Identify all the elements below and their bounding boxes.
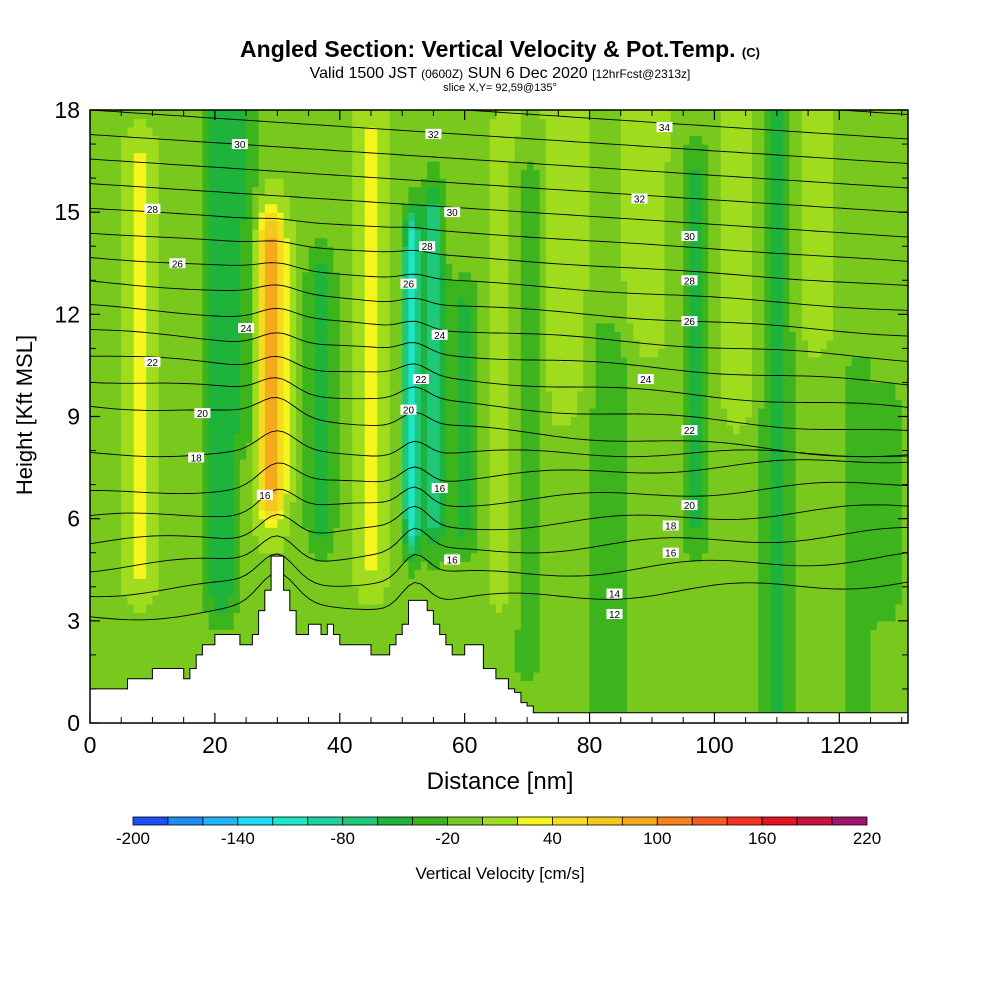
contour-label: 16 — [444, 554, 461, 567]
chart-subtitle: Valid 1500 JST (0600Z) SUN 6 Dec 2020 [1… — [0, 66, 1000, 82]
chart-title-text: Angled Section: Vertical Velocity & Pot.… — [240, 36, 736, 62]
slice-info: slice X,Y= 92,59@135° — [443, 82, 557, 94]
chart-title: Angled Section: Vertical Velocity & Pot.… — [0, 36, 1000, 66]
y-tick-label: 18 — [54, 97, 80, 123]
x-tick-label: 40 — [327, 732, 353, 758]
axes: 0 20 40 60 80 100 120 0 3 6 9 12 15 18 — [54, 97, 908, 758]
colorbar-swatch — [202, 816, 239, 826]
colorbar-tick-label: -140 — [221, 829, 255, 848]
contour-label: 24 — [637, 374, 654, 386]
colorbar-tick-label: 100 — [643, 829, 671, 848]
contour-label: 20 — [681, 500, 698, 512]
contour-label: 14 — [606, 588, 623, 601]
colorbar-swatch — [621, 816, 658, 826]
chart-title-block: Angled Section: Vertical Velocity & Pot.… — [0, 36, 1000, 94]
contour-label: 26 — [681, 316, 698, 328]
x-tick-label: 80 — [577, 732, 603, 758]
theta-contours — [90, 110, 908, 621]
contour-label: 20 — [194, 408, 211, 420]
contour-label: 22 — [144, 357, 161, 369]
contour-label: 28 — [681, 275, 698, 287]
contour-label: 34 — [656, 122, 673, 134]
valid-zulu: (0600Z) — [421, 67, 464, 81]
y-tick-label: 12 — [54, 301, 80, 327]
contour-label: 16 — [256, 489, 273, 502]
colorbar-swatch — [272, 816, 309, 826]
colorbar-swatch — [307, 816, 344, 826]
colorbar-label: Vertical Velocity [cm/s] — [415, 864, 585, 883]
contour-label: 32 — [425, 128, 442, 141]
contour-label: 26 — [169, 258, 186, 270]
contour-labels: 30 32 34 28 30 32 28 30 26 28 26 26 24 24 22 22 24 20 20 22… — [144, 122, 698, 621]
contour-label: 24 — [431, 329, 448, 342]
colorbar-swatch — [482, 816, 518, 826]
contour-label: 20 — [400, 404, 417, 417]
colorbar: -200 -140 -80 -20 40 100 160 220 — [116, 816, 881, 848]
valid-time: Valid 1500 JST — [309, 65, 417, 82]
colorbar-tick-label: 160 — [748, 829, 776, 848]
contour-label: 22 — [681, 425, 698, 437]
colorbar-swatch — [377, 816, 414, 826]
valid-date: SUN 6 Dec 2020 — [467, 65, 588, 82]
colorbar-swatch — [691, 816, 728, 826]
colorbar-tick-label: 220 — [853, 829, 881, 848]
contour-label: 28 — [419, 241, 436, 253]
colorbar-swatch — [656, 816, 693, 826]
contour-label: 26 — [400, 278, 417, 291]
x-tick-label: 100 — [695, 732, 733, 758]
colorbar-swatch — [237, 816, 274, 826]
contour-label: 28 — [144, 203, 161, 216]
x-tick-label: 120 — [820, 732, 858, 758]
x-tick-label: 20 — [202, 732, 228, 758]
x-tick-label: 60 — [452, 732, 478, 758]
colorbar-swatch — [412, 816, 448, 826]
y-axis-label: Height [Kft MSL] — [12, 334, 37, 496]
y-tick-label: 15 — [54, 199, 80, 225]
colorbar-swatch — [132, 816, 169, 826]
colorbar-swatch — [167, 816, 204, 826]
colorbar-swatch — [796, 816, 833, 826]
contour-label: 24 — [238, 322, 255, 335]
colorbar-swatch — [517, 816, 553, 826]
contour-label: 30 — [444, 207, 461, 219]
forecast-info: [12hrFcst@2313z] — [592, 67, 691, 81]
colorbar-tick-label: 40 — [543, 829, 562, 848]
terrain-profile — [90, 555, 908, 723]
colorbar-swatch — [447, 816, 483, 826]
contour-label: 32 — [631, 193, 648, 206]
x-tick-label: 0 — [84, 732, 97, 758]
terrain — [90, 555, 908, 723]
colorbar-tick-label: -20 — [435, 829, 460, 848]
x-axis-label: Distance [nm] — [426, 768, 574, 795]
colorbar-swatch — [342, 816, 379, 826]
y-tick-label: 0 — [67, 710, 80, 736]
y-tick-label: 3 — [67, 608, 80, 634]
colorbar-tick-label: -200 — [116, 829, 150, 848]
colorbar-swatch — [761, 816, 798, 826]
colorbar-tick-label: -80 — [330, 829, 355, 848]
contour-label: 22 — [412, 374, 429, 386]
contour-label: 30 — [681, 231, 698, 243]
contour-label: 16 — [662, 547, 679, 560]
chart-title-tag: (C) — [741, 45, 760, 60]
contour-label: 30 — [231, 139, 248, 151]
colorbar-swatch — [552, 816, 588, 826]
contour-label: 18 — [662, 520, 679, 532]
contour-label: 12 — [606, 609, 623, 621]
y-tick-label: 9 — [67, 404, 80, 430]
velocity-field — [90, 110, 908, 723]
colorbar-swatch — [586, 816, 623, 826]
colorbar-swatch — [726, 816, 763, 826]
contour-label: 18 — [188, 452, 205, 464]
y-tick-label: 6 — [67, 506, 80, 532]
contour-label: 16 — [431, 483, 448, 495]
colorbar-swatch — [831, 816, 868, 826]
